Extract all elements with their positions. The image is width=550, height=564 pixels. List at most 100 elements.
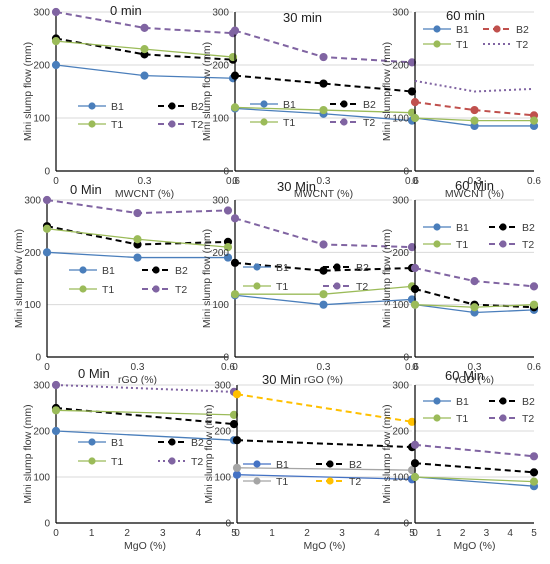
- data-point-b1: [51, 426, 61, 436]
- data-point-t1: [529, 477, 539, 486]
- legend-marker-t2: [340, 118, 348, 126]
- y-tick-label: 100: [212, 300, 229, 311]
- legend-label-b1: B1: [276, 459, 289, 471]
- data-point-t1: [140, 45, 149, 54]
- data-point-t1: [319, 290, 328, 299]
- x-tick-label: 2: [124, 528, 130, 539]
- x-axis-label: MgO (%): [454, 540, 496, 552]
- x-axis-label: MWCNT (%): [115, 188, 174, 200]
- series-line-t2: [55, 384, 235, 393]
- legend-marker-b2: [493, 25, 501, 33]
- legend: B1 B2 T1 T2: [423, 222, 535, 251]
- legend-marker-b2: [152, 266, 160, 274]
- legend-label-t1: T1: [283, 117, 295, 129]
- legend-marker-b1: [433, 397, 441, 405]
- y-tick-label: 300: [392, 8, 409, 19]
- legend-label-t2: T2: [191, 456, 203, 468]
- data-point-b2: [410, 284, 420, 294]
- y-tick-label: 100: [392, 300, 409, 311]
- series-t2: [232, 390, 417, 426]
- legend-marker-b1: [88, 102, 96, 110]
- y-axis-label: Mini slump flow (mm): [201, 42, 213, 141]
- data-point-t2: [51, 7, 61, 17]
- legend-marker-b2: [499, 223, 507, 231]
- data-point-t1: [51, 406, 61, 415]
- panel-title: 30 min: [283, 10, 322, 25]
- data-point-t2: [529, 452, 539, 461]
- x-tick-label: 5: [409, 528, 415, 539]
- x-tick-label: 0: [412, 362, 418, 373]
- x-tick-label: 0: [412, 176, 418, 187]
- panel-7: 0 100 200 300 0 1 2 3 4 5 MgO (%) Mini slump flow (…: [22, 366, 239, 552]
- x-tick-label: 0: [232, 176, 238, 187]
- x-tick-label: 2: [460, 528, 466, 539]
- x-tick-label: 0.6: [405, 176, 419, 187]
- panel-title: 60 Min: [455, 178, 494, 193]
- data-point-t1: [51, 37, 61, 46]
- legend-marker-t1: [88, 457, 96, 465]
- data-point-t1: [529, 300, 539, 309]
- x-axis-label: MgO (%): [304, 540, 346, 552]
- y-tick-label: 0: [403, 353, 409, 364]
- series-line-t1: [236, 467, 413, 471]
- data-point-t2: [42, 195, 52, 205]
- x-tick-label: 0.6: [527, 176, 541, 187]
- series-t1: [410, 300, 539, 312]
- legend-marker-b1: [253, 263, 261, 271]
- data-point-b1: [51, 60, 61, 70]
- x-tick-label: 0: [53, 176, 59, 187]
- legend-marker-t1: [253, 477, 261, 485]
- legend-marker-b1: [433, 25, 441, 33]
- series-line-b1: [55, 430, 235, 441]
- legend-marker-b1: [253, 460, 261, 468]
- data-point-b2: [410, 98, 420, 107]
- data-point-b2: [232, 436, 242, 445]
- x-tick-label: 3: [484, 528, 490, 539]
- legend-label-b1: B1: [456, 24, 469, 36]
- x-tick-label: 2: [304, 528, 310, 539]
- x-tick-label: 1: [89, 528, 95, 539]
- x-tick-label: 5: [531, 528, 537, 539]
- legend: B1 B2 T1 T2: [250, 99, 376, 129]
- legend-label-b2: B2: [516, 24, 529, 36]
- legend-marker-t2: [168, 120, 176, 128]
- legend-marker-t1: [433, 240, 441, 248]
- series-line-b2: [236, 439, 413, 449]
- legend-label-b1: B1: [283, 99, 296, 111]
- legend-label-b1: B1: [276, 262, 289, 274]
- x-tick-label: 0.6: [221, 362, 235, 373]
- x-axis-label: MWCNT (%): [445, 188, 504, 200]
- data-point-b2: [230, 258, 240, 267]
- data-point-t2: [140, 23, 149, 32]
- y-axis-label: Mini slump flow (mm): [381, 42, 393, 141]
- x-tick-label: 0.3: [138, 176, 152, 187]
- data-point-b1: [223, 253, 233, 262]
- y-tick-label: 200: [214, 427, 231, 438]
- legend-marker-b1: [260, 100, 268, 108]
- data-point-t2: [230, 214, 240, 223]
- y-tick-label: 300: [392, 196, 409, 207]
- y-tick-label: 0: [223, 167, 229, 178]
- y-tick-label: 0: [403, 519, 409, 530]
- legend-marker-t2: [499, 240, 507, 248]
- panel-title: 0 min: [110, 3, 142, 18]
- y-tick-label: 100: [392, 473, 409, 484]
- y-tick-label: 200: [33, 427, 50, 438]
- legend-label-t1: T1: [111, 119, 123, 131]
- data-point-t2: [410, 440, 420, 449]
- series-t2: [230, 214, 417, 252]
- legend-label-t1: T1: [456, 413, 468, 425]
- legend-marker-t1: [253, 282, 261, 290]
- legend-label-t2: T2: [363, 117, 375, 129]
- data-point-t2: [232, 390, 242, 399]
- y-axis-label: Mini slump flow (mm): [381, 229, 393, 328]
- legend-label-b2: B2: [349, 459, 362, 471]
- y-tick-label: 300: [392, 381, 409, 392]
- data-point-t1: [470, 303, 479, 312]
- panel-title: 30 Min: [262, 372, 301, 387]
- panel-9: 0 100 200 300 0 1 2 3 4 5 MgO (%) Mini slump flow (…: [381, 368, 539, 552]
- panel-3: 0 100 200 300 0 0.3 0.6 MWCNT (%) Mini slump flo…: [381, 8, 541, 201]
- legend-label-b1: B1: [102, 265, 115, 277]
- y-tick-label: 200: [24, 248, 41, 259]
